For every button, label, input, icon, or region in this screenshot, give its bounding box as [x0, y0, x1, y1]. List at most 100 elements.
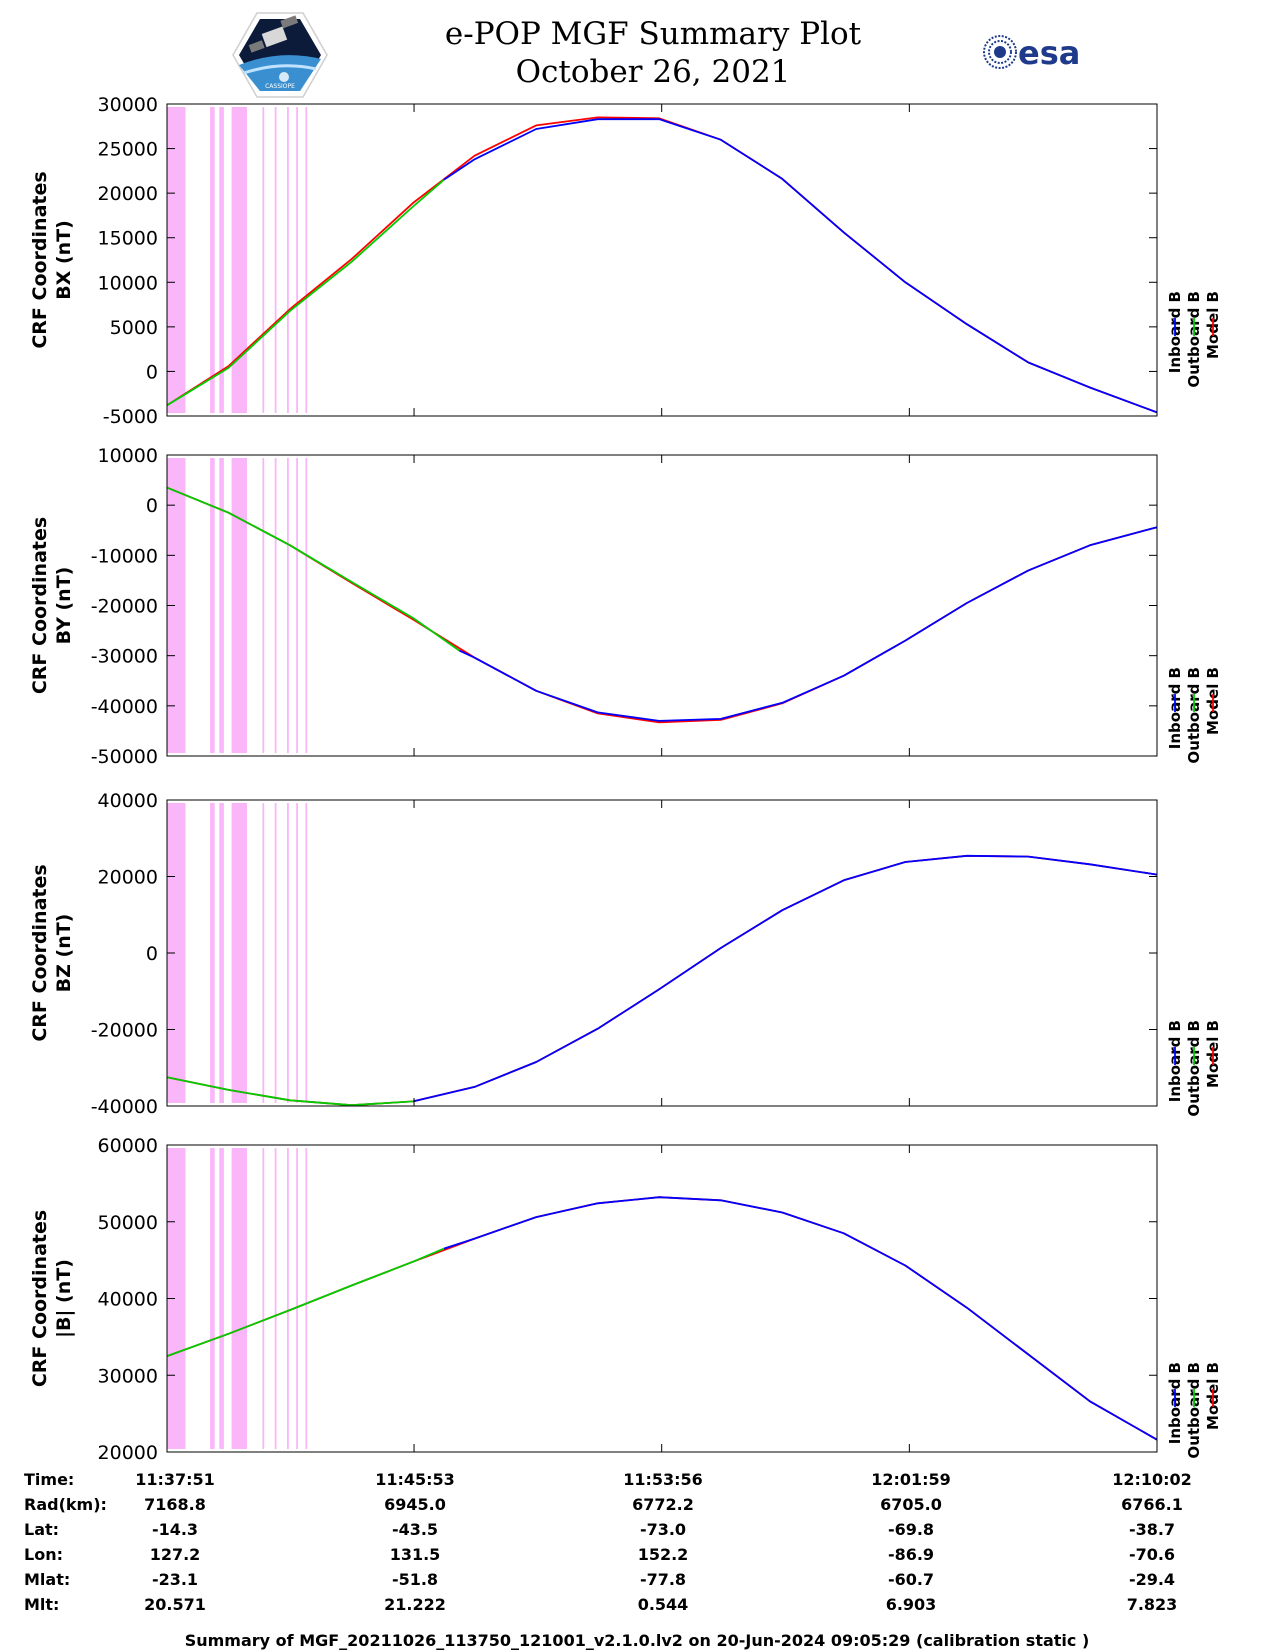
shaded-interval — [287, 803, 289, 1103]
time-tick-label: 11:37:51 — [135, 1470, 215, 1489]
shaded-interval — [305, 1148, 308, 1449]
shaded-interval — [231, 803, 247, 1103]
info-cell: 6772.2 — [632, 1495, 694, 1514]
info-cell: -51.8 — [392, 1570, 438, 1589]
info-cell: -14.3 — [152, 1520, 198, 1539]
info-row-label: Lon: — [24, 1545, 63, 1564]
info-cell: -29.4 — [1129, 1570, 1175, 1589]
y-tick-label: 50000 — [98, 1212, 158, 1234]
info-cell: -73.0 — [640, 1520, 686, 1539]
orbit-info-table: Time: Rad(km): Lat: Lon: Mlat: Mlt: 11:37:51 71… — [24, 1470, 1192, 1614]
y-tick-label: 20000 — [98, 867, 158, 889]
shaded-interval — [210, 107, 215, 413]
info-cell: 6.903 — [886, 1595, 937, 1614]
info-cell: 6766.1 — [1121, 1495, 1183, 1514]
legend-label: Outboard B — [1185, 667, 1203, 764]
info-cell: 21.222 — [384, 1595, 446, 1614]
info-row-label: Time: — [24, 1470, 74, 1489]
shaded-interval — [231, 1148, 247, 1449]
shaded-interval — [305, 107, 308, 413]
shaded-interval — [274, 1148, 277, 1449]
info-cell: -60.7 — [888, 1570, 934, 1589]
plot-frame — [166, 454, 1158, 757]
y-tick-label: 40000 — [98, 790, 158, 812]
legend-label: Outboard B — [1185, 291, 1203, 388]
legend-label: Outboard B — [1185, 1362, 1203, 1459]
info-cell: 0.544 — [638, 1595, 689, 1614]
footer-summary: Summary of MGF_20211026_113750_121001_v2… — [185, 1631, 1090, 1650]
cassiope-logo-text: CASSIOPE — [265, 83, 295, 90]
y-axis-label: CRF Coordinates — [29, 171, 51, 348]
time-tick-label: 11:53:56 — [623, 1470, 703, 1489]
series-line-outboard-b — [166, 179, 445, 407]
shaded-interval — [305, 458, 308, 753]
shaded-interval — [167, 107, 186, 413]
shaded-interval — [274, 458, 277, 753]
info-cell: 20.571 — [144, 1595, 206, 1614]
shaded-interval — [305, 803, 308, 1103]
legend: Inboard B Outboard B Model B — [1166, 1020, 1222, 1117]
shaded-interval — [262, 1148, 265, 1449]
y-axis-label: CRF Coordinates — [29, 864, 51, 1041]
y-tick-label: -20000 — [91, 596, 158, 618]
y-tick-label: 15000 — [98, 228, 158, 250]
info-cell: 7168.8 — [144, 1495, 206, 1514]
info-cell: -69.8 — [888, 1520, 934, 1539]
y-tick-label: 30000 — [98, 1365, 158, 1387]
y-tick-label: 20000 — [98, 183, 158, 205]
shaded-interval — [167, 803, 186, 1103]
y-tick-label: 5000 — [110, 317, 158, 339]
y-tick-label: 0 — [146, 361, 158, 383]
time-tick-label: 12:10:02 — [1112, 1470, 1192, 1489]
info-cell: 152.2 — [638, 1545, 689, 1564]
y-tick-label: 0 — [146, 495, 158, 517]
series-line-inboard-b — [443, 1196, 1158, 1441]
legend: Inboard B Outboard B Model B — [1166, 667, 1222, 764]
shaded-interval — [231, 458, 247, 753]
shaded-interval — [219, 1148, 224, 1449]
y-tick-label: -40000 — [91, 1096, 158, 1118]
series-line-model-b — [166, 116, 1158, 414]
info-cell: 131.5 — [390, 1545, 441, 1564]
shaded-interval — [274, 803, 277, 1103]
time-tick-label: 12:01:59 — [871, 1470, 951, 1489]
shaded-interval — [210, 803, 215, 1103]
info-row-label: Lat: — [24, 1520, 59, 1539]
chart-panel-2: -50000 -40000 -30000 -20000 -10000 0 10000 CRF … — [29, 445, 1222, 768]
info-cell: -86.9 — [888, 1545, 934, 1564]
series-line-outboard-b — [166, 1247, 445, 1357]
series-line-model-b — [166, 854, 1158, 1107]
legend-label: Outboard B — [1185, 1020, 1203, 1117]
shaded-interval — [296, 803, 298, 1103]
y-tick-label: -20000 — [91, 1020, 158, 1042]
series-line-inboard-b — [443, 118, 1158, 414]
info-cell: -70.6 — [1129, 1545, 1175, 1564]
title-line-1: e-POP MGF Summary Plot — [445, 16, 862, 52]
legend: Inboard B Outboard B Model B — [1166, 1362, 1222, 1459]
y-tick-label: -5000 — [103, 406, 158, 428]
shaded-interval — [219, 458, 224, 753]
chart-panel-1: -5000 0 5000 10000 15000 20000 25000 30000 CRF C… — [29, 94, 1222, 428]
y-tick-label: -30000 — [91, 646, 158, 668]
series-line-outboard-b — [166, 1076, 414, 1107]
plot-frame — [166, 103, 1158, 417]
shaded-interval — [219, 803, 224, 1103]
info-cell: 127.2 — [150, 1545, 201, 1564]
shaded-interval — [210, 458, 215, 753]
info-cell: -77.8 — [640, 1570, 686, 1589]
esa-logo: esa — [983, 34, 1080, 72]
info-cell: 6945.0 — [384, 1495, 446, 1514]
shaded-interval — [167, 1148, 186, 1449]
shaded-interval — [231, 107, 247, 413]
y-tick-label: 60000 — [98, 1135, 158, 1157]
y-axis-label-quantity: |B| (nT) — [53, 1259, 75, 1338]
y-axis-label-quantity: BZ (nT) — [53, 914, 75, 993]
info-cell: -23.1 — [152, 1570, 198, 1589]
info-row-label: Mlat: — [24, 1570, 70, 1589]
info-cell: 7.823 — [1127, 1595, 1178, 1614]
plot-frame — [166, 1144, 1158, 1453]
shaded-interval — [296, 458, 298, 753]
y-tick-label: 10000 — [98, 272, 158, 294]
shaded-interval — [287, 107, 289, 413]
